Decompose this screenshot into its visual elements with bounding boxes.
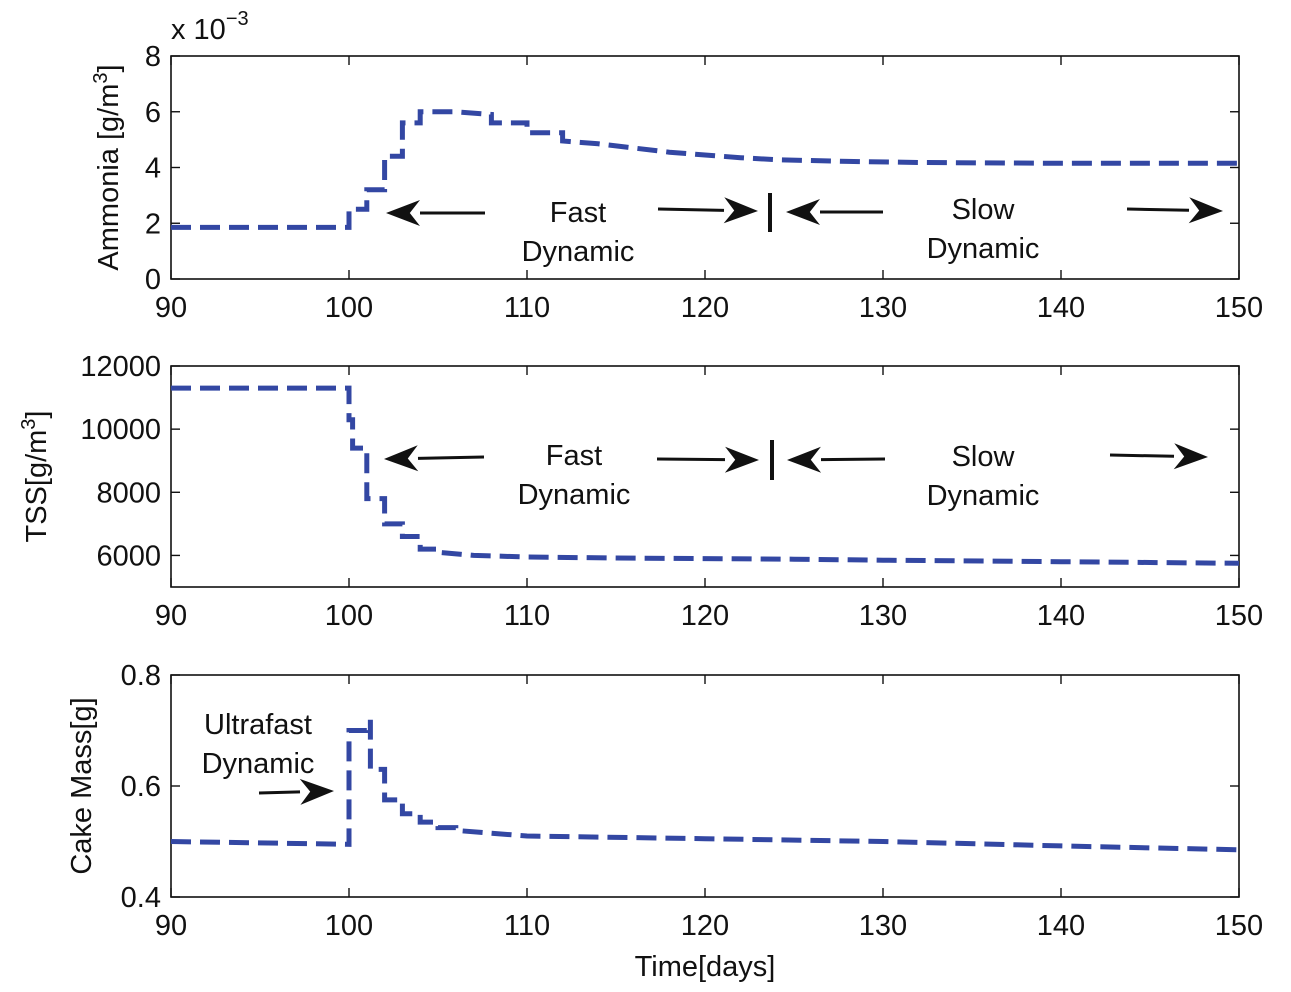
x-axis-label: Time[days] — [635, 951, 776, 983]
annotation-2: Slow Dynamic — [786, 194, 1223, 265]
annotation-arrow-head — [386, 200, 420, 226]
y-tick-label: 2 — [145, 208, 161, 240]
annotation-text: Dynamic — [202, 748, 315, 780]
annotation-arrow-shaft — [656, 457, 726, 462]
series-line-1 — [171, 109, 1239, 230]
axes-frame — [170, 365, 1240, 588]
x-tick-label: 120 — [681, 292, 729, 324]
annotation-arrow-head — [1173, 443, 1208, 470]
annotation-arrow-head — [299, 778, 334, 805]
axes-frame — [170, 674, 1240, 898]
x-tick-label: 130 — [859, 600, 907, 632]
annotation-arrow-head — [1188, 197, 1223, 224]
annotation-2: Slow Dynamic — [787, 441, 1208, 512]
x-tick-label: 150 — [1215, 600, 1263, 632]
x-tick-label: 100 — [325, 910, 373, 942]
annotation-text: Ultrafast — [204, 709, 312, 741]
x-tick-label: 110 — [504, 910, 550, 942]
y-axis-label: TSS[g/m3] — [18, 411, 53, 543]
annotation-text: Slow — [952, 441, 1016, 473]
y-tick-label: 6 — [145, 97, 161, 129]
y-axis-label: Ammonia [g/m3] — [90, 64, 125, 270]
annotation-text: Slow — [952, 194, 1016, 226]
panel-1: 90 100 110 120 130 140 150 0 2 4 6 8 Ammonia [g/m3] x… — [90, 8, 1263, 324]
annotation-arrow-shaft — [657, 207, 725, 212]
x-tick-label: 110 — [504, 292, 550, 324]
annotation-arrow-head — [786, 199, 820, 225]
x-tick-label: 120 — [681, 910, 729, 942]
chart-panels: 90 100 110 120 130 140 150 0 2 4 6 8 Ammonia [g/m3] x… — [18, 8, 1263, 942]
annotation-arrow-shaft — [1126, 207, 1190, 212]
y-axis-label: Cake Mass[g] — [66, 697, 98, 874]
annotation-1: Ultrafast Dynamic — [202, 709, 334, 805]
annotation-arrow-head — [384, 445, 419, 472]
series-line-1 — [170, 719, 1240, 853]
annotation-1: Fast Dynamic — [386, 193, 772, 268]
x-tick-label: 140 — [1037, 600, 1085, 632]
annotation-1: Fast Dynamic — [384, 440, 774, 511]
annotation-arrow-shaft — [258, 790, 301, 795]
x-tick-label: 100 — [325, 292, 373, 324]
x-tick-label: 150 — [1215, 292, 1263, 324]
y-tick-label: 0.8 — [121, 660, 161, 692]
y-tick-label: 0.4 — [121, 882, 161, 914]
annotation-arrow-shaft — [1109, 453, 1175, 458]
y-tick-label: 10000 — [80, 414, 161, 446]
annotation-arrow-head — [724, 446, 759, 473]
annotation-arrow-shaft — [417, 455, 485, 460]
x-tick-label: 100 — [325, 600, 373, 632]
panel-3: 90 100 110 120 130 140 150 0.4 0.6 0.8 Cake Mass[g… — [66, 660, 1263, 942]
axes-frame — [170, 55, 1240, 280]
y-tick-label: 12000 — [80, 351, 161, 383]
x-tick-label: 90 — [155, 292, 187, 324]
x-tick-label: 120 — [681, 600, 729, 632]
y-tick-label: 8000 — [96, 477, 161, 509]
annotation-arrow-head — [787, 446, 822, 473]
y-tick-label: 4 — [145, 153, 161, 185]
y-tick-label: 0 — [145, 264, 161, 296]
x-tick-label: 110 — [504, 600, 550, 632]
annotation-text: Fast — [550, 197, 606, 229]
x-tick-label: 130 — [859, 292, 907, 324]
annotation-text: Dynamic — [518, 479, 631, 511]
y-tick-label: 8 — [145, 41, 161, 73]
y-tick-label: 6000 — [96, 540, 161, 572]
annotation-arrow-head — [723, 197, 758, 224]
panel-2: 90 100 110 120 130 140 150 6000 8000 10000 12000 TS… — [18, 351, 1263, 632]
x-tick-label: 140 — [1037, 292, 1085, 324]
x-tick-label: 140 — [1037, 910, 1085, 942]
exponent-label: x 10−3 — [171, 8, 249, 46]
series-line-1 — [171, 385, 1240, 566]
annotation-text: Dynamic — [927, 480, 1040, 512]
y-tick-label: 0.6 — [121, 771, 161, 803]
x-tick-label: 90 — [155, 600, 187, 632]
x-tick-label: 90 — [155, 910, 187, 942]
annotation-text: Fast — [546, 440, 602, 472]
x-tick-label: 130 — [859, 910, 907, 942]
annotation-text: Dynamic — [522, 236, 635, 268]
x-tick-label: 150 — [1215, 910, 1263, 942]
annotation-arrow-shaft — [820, 457, 886, 462]
annotation-text: Dynamic — [927, 233, 1040, 265]
